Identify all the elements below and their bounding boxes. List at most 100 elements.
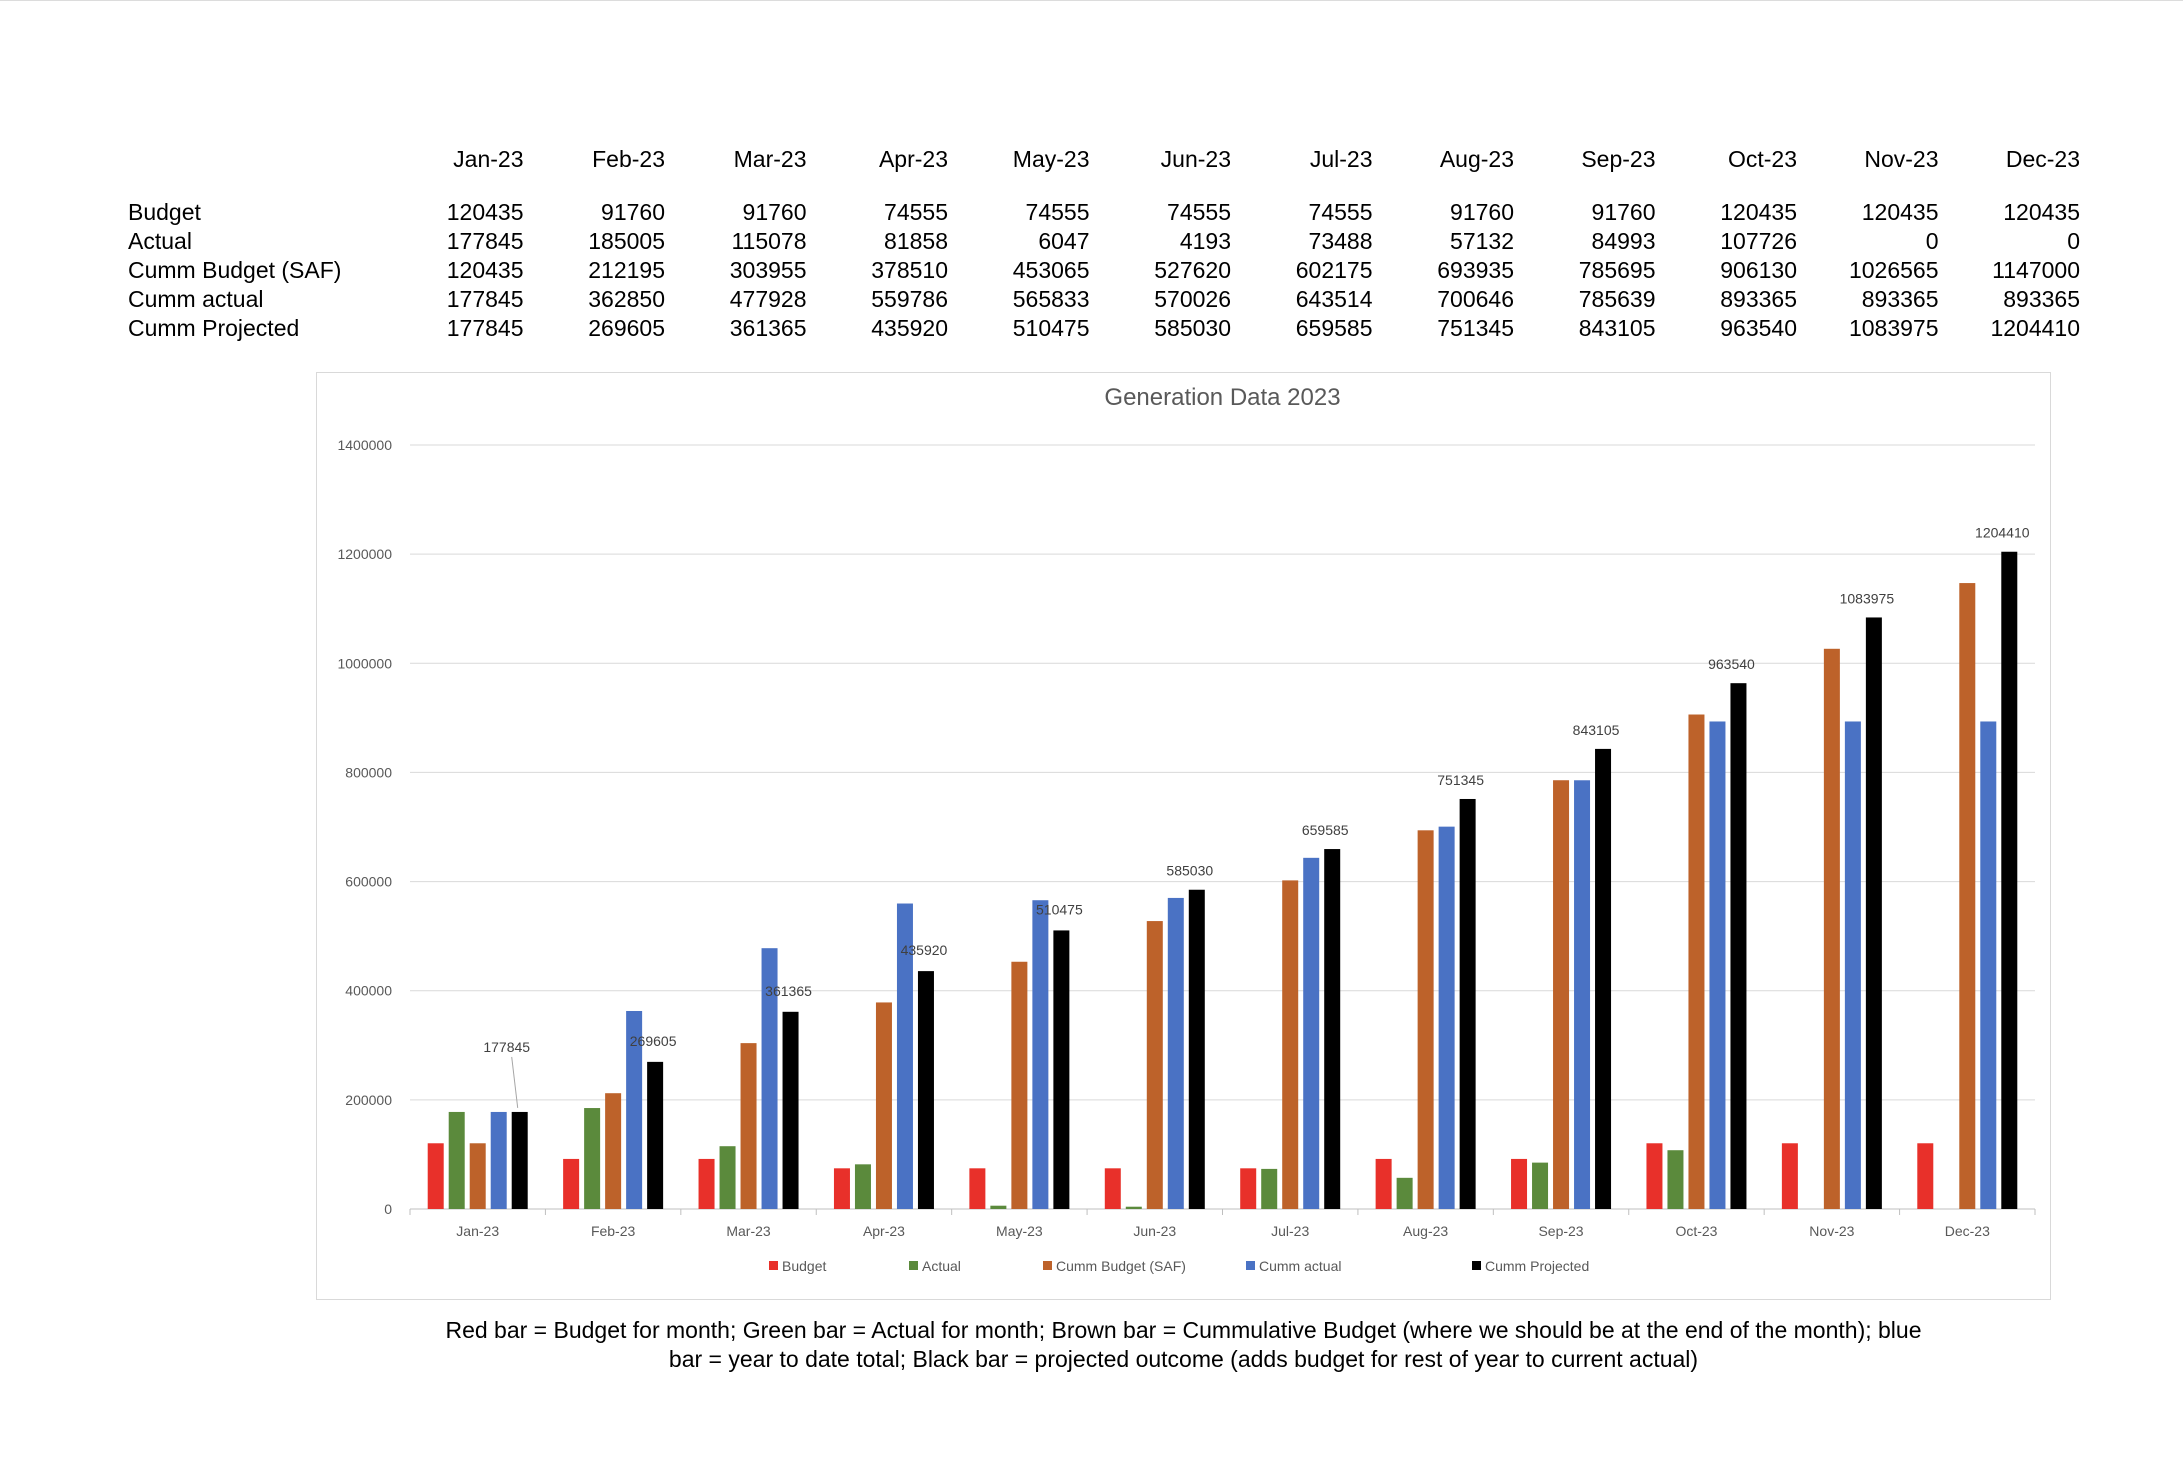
y-tick-label: 800000: [345, 764, 392, 780]
table-cell: 1204410: [1990, 315, 2080, 341]
bar-cumm-projected: [1730, 683, 1747, 1209]
bar-actual: [448, 1111, 465, 1209]
table-cell: 6047: [1038, 228, 1090, 254]
table-month-header: Jul-23: [1309, 146, 1373, 172]
table-cell: 81858: [884, 228, 948, 254]
table-cell: 435920: [871, 315, 948, 341]
table-cell: 963540: [1720, 315, 1797, 341]
legend-label: Cumm Budget (SAF): [1056, 1258, 1186, 1274]
x-tick-label: Jan-23: [456, 1223, 499, 1239]
y-tick-label: 1400000: [337, 437, 392, 453]
table-row-label: Actual: [128, 228, 192, 254]
table-cell: 115078: [731, 228, 807, 254]
bar-actual: [1532, 1162, 1549, 1209]
table-cell: 585030: [1154, 315, 1231, 341]
bar-budget: [1375, 1158, 1392, 1209]
data-label: 1204410: [1975, 525, 2030, 541]
y-tick-label: 400000: [345, 983, 392, 999]
bar-cumm-projected: [2001, 551, 2018, 1209]
bar-cumm-budget-saf: [1282, 880, 1299, 1209]
data-label: 510475: [1036, 901, 1083, 917]
table-cell: 527620: [1154, 257, 1231, 283]
table-month-header: May-23: [1012, 146, 1090, 172]
table-cell: 212195: [588, 257, 665, 283]
table-cell: 73488: [1308, 228, 1373, 254]
table-cell: 893365: [1720, 286, 1797, 312]
bar-cumm-budget-saf: [1823, 648, 1840, 1209]
bar-cumm-budget-saf: [1688, 714, 1705, 1209]
legend-label: Cumm Projected: [1485, 1258, 1589, 1274]
bar-cumm-projected: [1459, 798, 1476, 1209]
table-cell: 693935: [1437, 257, 1514, 283]
table-cell: 74555: [1025, 199, 1090, 225]
bar-budget: [833, 1168, 850, 1209]
legend-swatch: [909, 1261, 918, 1270]
bar-cumm-projected: [1053, 930, 1070, 1209]
table-cell: 91760: [1591, 199, 1656, 225]
table-cell: 0: [2067, 228, 2080, 254]
legend-label: Cumm actual: [1259, 1258, 1341, 1274]
bar-cumm-budget-saf: [1146, 921, 1163, 1209]
table-month-header: Feb-23: [592, 146, 665, 172]
bar-cumm-budget-saf: [1553, 780, 1570, 1209]
y-tick-label: 600000: [345, 874, 392, 890]
caption: Red bar = Budget for month; Green bar = …: [316, 1316, 2051, 1374]
table-cell: 1083975: [1848, 315, 1939, 341]
table-month-header: Dec-23: [2005, 146, 2080, 172]
bar-cumm-budget-saf: [1417, 830, 1434, 1209]
data-table-body: Jan-23 Feb-23 Mar-23 Apr-23 May-23 Jun-23 Jul-…: [128, 140, 2080, 343]
chart-title: Generation Data 2023: [1104, 384, 1340, 411]
table-cell: 785695: [1578, 257, 1656, 283]
table-row: Cumm Projected 177845 269605 361365 435920 51…: [128, 314, 2080, 343]
table-cell: 74555: [1308, 199, 1373, 225]
table-cell: 74555: [1167, 199, 1231, 225]
data-label: 361365: [765, 983, 812, 999]
table-header-row: Jan-23 Feb-23 Mar-23 Apr-23 May-23 Jun-23 Jul-…: [128, 140, 2080, 178]
bar-budget: [1240, 1168, 1257, 1209]
x-tick-label: Dec-23: [1945, 1223, 1990, 1239]
table-cell: 0: [1925, 228, 1939, 254]
table-corner: [128, 140, 382, 178]
bar-budget: [698, 1158, 715, 1209]
bar-budget: [1646, 1143, 1663, 1209]
table-cell: 453065: [1012, 257, 1090, 283]
table-cell: 120435: [2003, 199, 2080, 225]
table-spacer: [128, 178, 2080, 198]
x-tick-label: Aug-23: [1403, 1223, 1448, 1239]
bar-cumm-actual: [626, 1010, 643, 1209]
bar-budget: [1104, 1168, 1121, 1209]
bar-cumm-projected: [1865, 617, 1882, 1209]
y-tick-label: 1200000: [337, 546, 392, 562]
x-tick-label: Apr-23: [863, 1223, 905, 1239]
legend-swatch: [1043, 1261, 1052, 1270]
bar-cumm-projected: [1324, 849, 1341, 1209]
bar-cumm-projected: [511, 1111, 528, 1209]
table-cell: 602175: [1295, 257, 1373, 283]
bar-actual: [1667, 1150, 1684, 1209]
table-cell: 1026565: [1848, 257, 1939, 283]
table-cell: 570026: [1154, 286, 1231, 312]
table-cell: 177845: [446, 315, 524, 341]
table-row-label: Cumm actual: [128, 286, 264, 312]
table-month-header: Nov-23: [1864, 146, 1939, 172]
data-label: 585030: [1166, 863, 1213, 879]
bar-cumm-projected: [1188, 889, 1205, 1209]
x-tick-label: Sep-23: [1538, 1223, 1583, 1239]
bar-cumm-actual: [1167, 897, 1184, 1209]
table-row: Actual 177845 185005 115078 81858 6047 4193 734…: [128, 227, 2080, 256]
bar-cumm-actual: [1438, 826, 1455, 1209]
table-month-header: Jan-23: [453, 146, 524, 172]
data-label: 177845: [483, 1039, 530, 1055]
bar-cumm-actual: [1032, 900, 1049, 1209]
table-month-header: Mar-23: [733, 146, 807, 172]
table-cell: 510475: [1012, 315, 1090, 341]
x-tick-label: Jun-23: [1133, 1223, 1176, 1239]
table-cell: 120435: [1861, 199, 1939, 225]
data-label: 269605: [630, 1033, 677, 1049]
bar-cumm-budget-saf: [1959, 583, 1976, 1209]
data-table: Jan-23 Feb-23 Mar-23 Apr-23 May-23 Jun-23 Jul-…: [128, 140, 2080, 343]
bar-cumm-budget-saf: [469, 1143, 486, 1209]
x-tick-label: Mar-23: [726, 1223, 771, 1239]
bar-actual: [719, 1146, 736, 1209]
table-cell: 565833: [1012, 286, 1090, 312]
